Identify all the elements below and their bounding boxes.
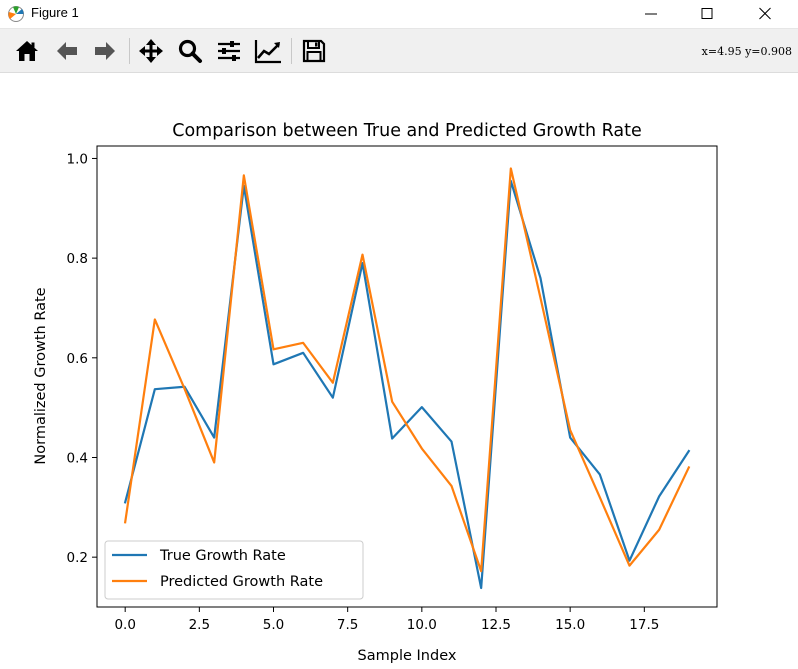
close-button[interactable] xyxy=(742,0,788,28)
series-line-2 xyxy=(123,167,691,573)
back-button[interactable] xyxy=(52,36,82,66)
edit-axes-icon xyxy=(254,40,281,64)
minimize-button[interactable] xyxy=(628,0,674,28)
x-tick-label: 7.5 xyxy=(337,617,358,633)
x-axis: 0.0 2.5 5.0 7.5 10.0 12.5 15.0 17.5 xyxy=(114,607,659,633)
toolbar-separator xyxy=(291,38,292,64)
zoom-icon xyxy=(178,39,202,63)
home-button[interactable] xyxy=(12,36,42,66)
close-icon xyxy=(759,7,771,20)
legend: True Growth Rate Predicted Growth Rate xyxy=(104,540,364,600)
configure-subplots-button[interactable] xyxy=(214,36,244,66)
edit-axes-button[interactable] xyxy=(252,36,282,66)
forward-button[interactable] xyxy=(90,36,120,66)
y-tick-label: 0.6 xyxy=(67,351,88,367)
title-bar: Figure 1 xyxy=(0,0,798,29)
chart-title: Comparison between True and Predicted Gr… xyxy=(172,121,642,141)
y-tick-label: 0.4 xyxy=(67,450,88,466)
y-axis: 0.2 0.4 0.6 0.8 1.0 xyxy=(67,151,97,566)
legend-label-2: Predicted Growth Rate xyxy=(160,574,323,590)
zoom-button[interactable] xyxy=(175,36,205,66)
x-tick-label: 10.0 xyxy=(407,617,437,633)
x-axis-label: Sample Index xyxy=(358,648,457,664)
y-tick-label: 0.2 xyxy=(67,550,88,566)
minimize-icon xyxy=(645,13,657,15)
y-tick-label: 0.8 xyxy=(67,251,88,267)
home-icon xyxy=(16,41,38,61)
save-icon xyxy=(302,39,326,63)
pan-button[interactable] xyxy=(136,36,166,66)
x-tick-label: 5.0 xyxy=(263,617,284,633)
maximize-button[interactable] xyxy=(684,0,730,28)
line-chart: Comparison between True and Predicted Gr… xyxy=(33,121,718,664)
series-line-1 xyxy=(123,179,691,590)
x-tick-label: 15.0 xyxy=(555,617,585,633)
pan-icon xyxy=(139,39,163,63)
y-tick-label: 1.0 xyxy=(67,151,88,167)
save-button[interactable] xyxy=(299,36,329,66)
forward-arrow-icon xyxy=(95,42,115,60)
figure-canvas[interactable]: Comparison between True and Predicted Gr… xyxy=(0,73,798,669)
axes-frame xyxy=(96,145,718,608)
configure-subplots-icon xyxy=(218,41,240,61)
x-tick-label: 17.5 xyxy=(629,617,659,633)
back-arrow-icon xyxy=(57,42,77,60)
legend-box xyxy=(104,540,364,600)
x-tick-label: 2.5 xyxy=(189,617,210,633)
navigation-toolbar: x=4.95 y=0.908 xyxy=(0,29,798,73)
plot-area xyxy=(123,167,691,590)
matplotlib-app-icon xyxy=(8,6,24,22)
toolbar-separator xyxy=(129,38,130,64)
x-tick-label: 0.0 xyxy=(114,617,135,633)
window-title: Figure 1 xyxy=(31,5,79,20)
cursor-coordinates: x=4.95 y=0.908 xyxy=(701,45,792,58)
legend-label-1: True Growth Rate xyxy=(159,548,286,564)
y-axis-label: Normalized Growth Rate xyxy=(33,287,49,464)
x-tick-label: 12.5 xyxy=(481,617,511,633)
maximize-icon xyxy=(701,8,713,19)
